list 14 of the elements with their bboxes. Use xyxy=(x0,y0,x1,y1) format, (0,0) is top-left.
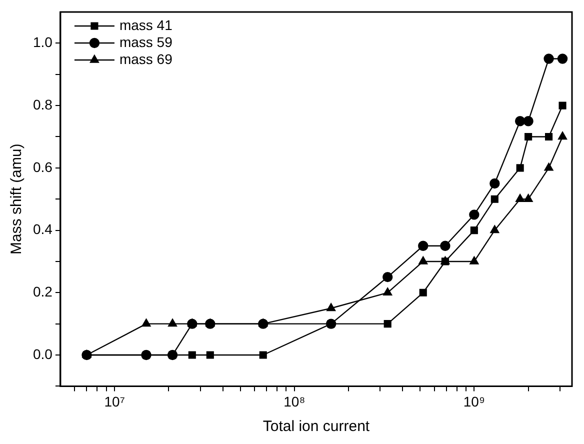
x-axis-title: Total ion current xyxy=(262,418,370,436)
y-tick-label: 0.4 xyxy=(32,221,53,238)
y-axis-title: Mass shift (amu) xyxy=(8,144,26,255)
y-tick-label: 0.6 xyxy=(32,158,53,175)
x-tick-label: 10⁷ xyxy=(104,393,125,410)
legend-label: mass 69 xyxy=(119,50,173,67)
y-tick-label: 0.2 xyxy=(32,284,53,300)
x-tick-label: 10⁹ xyxy=(463,393,485,410)
y-tick-label: 0.8 xyxy=(32,96,53,112)
y-tick-label: 0.0 xyxy=(32,346,53,362)
legend-label: mass 59 xyxy=(119,34,173,50)
y-tick-label: 1.0 xyxy=(32,34,53,50)
legend-label: mass 41 xyxy=(119,16,173,33)
x-tick-label: 10⁸ xyxy=(284,393,306,410)
